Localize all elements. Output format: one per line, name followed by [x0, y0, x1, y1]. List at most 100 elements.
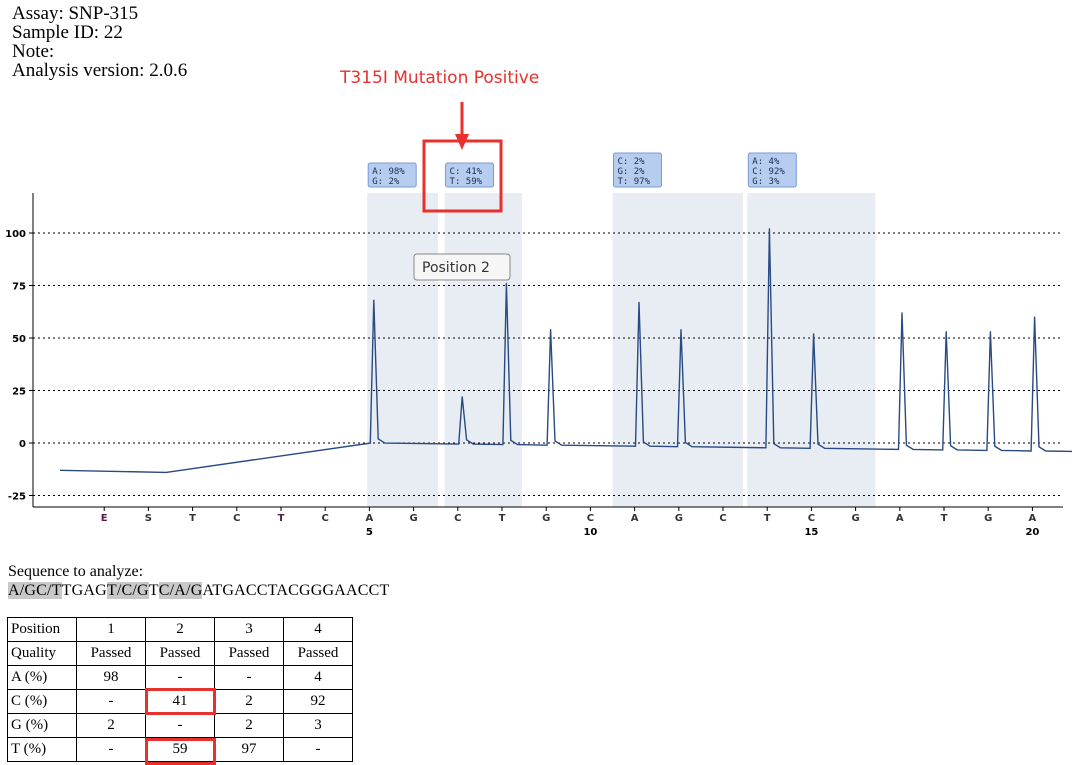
dispensation-label: G	[851, 513, 859, 524]
table-cell: 92	[283, 689, 353, 714]
region-label-text: C: 2%	[618, 157, 646, 167]
peak-6	[680, 329, 682, 331]
table-cell: -	[76, 689, 146, 714]
table-cell: -	[214, 665, 284, 690]
table-row-header: A (%)	[7, 665, 77, 690]
table-cell: 3	[214, 617, 284, 642]
y-tick-label: 50	[12, 334, 26, 345]
dispensation-label: G	[675, 513, 683, 524]
table-row: C (%) -41 2 92	[7, 689, 353, 714]
highlight-box-c-41	[145, 688, 216, 715]
dispensation-label: T	[499, 513, 506, 524]
peak-7	[768, 228, 771, 230]
region-label-box-2	[445, 162, 495, 188]
table-cell: 4	[283, 665, 353, 690]
table-cell: Passed	[283, 641, 353, 666]
table-row-header: G (%)	[7, 713, 77, 738]
region-label-text: C: 41%	[450, 167, 483, 177]
region-labels: A: 98%G: 2%C: 41%T: 59%C: 2%G: 2%T: 97%A…	[367, 152, 797, 188]
dispensation-label: C	[233, 513, 240, 524]
sequence-variable: T/C/G	[106, 582, 149, 599]
table-cell: 2	[214, 713, 284, 738]
y-tick-label: 75	[12, 282, 26, 293]
sequence-segment: TGAG	[61, 582, 107, 599]
region-label-box-3	[613, 152, 662, 188]
table-row-header: Position	[7, 617, 77, 642]
highlight-region-3	[612, 193, 743, 507]
peak-1	[373, 299, 375, 301]
sequence-variable: A/GC/T	[8, 582, 62, 599]
dispensation-label: S	[145, 513, 152, 524]
table-cell: 97	[214, 737, 284, 762]
dispensation-label: C	[587, 513, 594, 524]
region-label-text: G: 2%	[618, 167, 646, 177]
dispensation-label: T	[189, 513, 196, 524]
peak-11	[989, 331, 992, 333]
table-row: Quality Passed Passed Passed Passed	[7, 641, 353, 666]
y-tick-label: -25	[8, 492, 26, 503]
mutation-annotation: T315I Mutation Positive	[339, 68, 539, 88]
table-cell: -	[76, 737, 146, 762]
peak-4	[550, 329, 552, 331]
dispensation-label: C	[808, 513, 815, 524]
region-label-box-1	[367, 162, 417, 188]
table-cell: -	[145, 665, 215, 690]
region-label-text: T: 59%	[450, 177, 483, 187]
dispensation-label: C	[719, 513, 726, 524]
peak-8	[813, 333, 815, 335]
peak-12	[1034, 316, 1036, 318]
table-cell: 3	[283, 713, 353, 738]
table-row-header: C (%)	[7, 689, 77, 714]
dispensation-label: C	[454, 513, 461, 524]
highlight-region-4	[747, 193, 876, 507]
table-row: G (%) 2-2 3	[7, 713, 353, 738]
highlight-regions	[367, 193, 876, 507]
dispensation-label: T	[941, 513, 948, 524]
note-label: Note:	[12, 41, 55, 62]
position-tooltip-text: Position 2	[422, 260, 490, 276]
table-cell: 1	[76, 617, 146, 642]
highlight-region-1	[367, 193, 438, 507]
analysis-version-label: Analysis version: 2.0.6	[12, 60, 188, 81]
dispensation-label: A	[366, 513, 374, 524]
table-cell: 2	[214, 689, 284, 714]
sequence-variable: C/A/G	[158, 582, 203, 599]
table-row-header: T (%)	[7, 737, 77, 762]
region-label-text: G: 2%	[372, 177, 400, 187]
dispensation-label: T	[278, 513, 285, 524]
region-label-text: C: 92%	[752, 167, 785, 177]
highlight-region-2	[444, 193, 522, 507]
annotation-box	[422, 139, 503, 213]
grid-lines	[33, 232, 1063, 496]
table-cell: Passed	[76, 641, 146, 666]
table-cell: Passed	[214, 641, 284, 666]
region-label-text: A: 98%	[372, 167, 405, 177]
table-row-header: Quality	[7, 641, 77, 666]
dispensation-label: A	[631, 513, 639, 524]
results-table: Position 1 2 3 4 Quality Passed Passed Passed Pas…	[7, 617, 353, 762]
sample-id-label: Sample ID: 22	[12, 22, 123, 43]
dispensation-number: 10	[583, 527, 597, 538]
table-row: Position 1 2 3 4	[7, 617, 353, 642]
assay-label: Assay: SNP-315	[12, 3, 139, 24]
sequence-text: A/GC/TTGAGT/C/GTC/A/GATGACCTACGGGAACCT	[8, 582, 389, 600]
dispensation-label: G	[409, 513, 417, 524]
region-label-text: G: 3%	[752, 177, 780, 187]
region-label-box-4	[747, 152, 797, 188]
dispensation-number: 5	[366, 527, 373, 538]
dispensation-label: E	[101, 513, 108, 524]
peak-10	[945, 331, 947, 333]
dispensation-label: T	[764, 513, 771, 524]
trace-line	[59, 228, 1072, 474]
sequence-segment: T	[148, 582, 159, 599]
dispensation-label: G	[542, 513, 550, 524]
table-cell: -	[145, 713, 215, 738]
region-label-text: A: 4%	[752, 157, 780, 167]
table-cell: Passed	[145, 641, 215, 666]
dispensation-number: 15	[804, 527, 818, 538]
region-label-text: T: 97%	[618, 177, 651, 187]
y-tick-label: 0	[19, 439, 26, 450]
dispensation-label: G	[984, 513, 992, 524]
highlight-box-t-59	[145, 738, 216, 765]
sequence-label: Sequence to analyze:	[8, 563, 144, 580]
